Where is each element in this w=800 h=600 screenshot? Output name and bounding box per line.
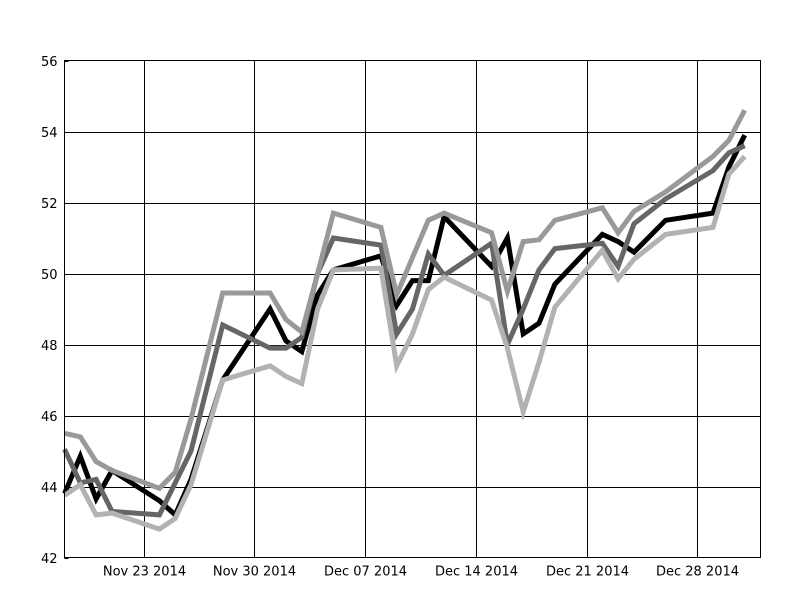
y-tick-label: 42: [41, 552, 58, 567]
series-group: [62, 109, 747, 532]
y-tick-label: 46: [41, 410, 58, 425]
y-tick-label: 50: [41, 268, 58, 283]
y-tick-label: 54: [41, 126, 58, 141]
series-line-2: [62, 143, 746, 518]
x-tick-label: Dec 14 2014: [435, 565, 518, 580]
plot-frame: [64, 60, 761, 558]
x-tick-label: Dec 28 2014: [656, 565, 739, 580]
y-tick-label: 48: [41, 339, 58, 354]
y-tick-label: 44: [41, 481, 58, 496]
y-axis: 42 44 46 48 50 52 54 56: [41, 55, 69, 567]
x-tick-label: Nov 30 2014: [213, 565, 296, 580]
x-tick-label: Dec 07 2014: [324, 565, 407, 580]
grid: [64, 60, 761, 558]
x-tick-label: Nov 23 2014: [103, 565, 186, 580]
x-axis: Nov 23 2014 Nov 30 2014 Dec 07 2014 Dec 14 …: [103, 553, 739, 580]
series-line-1: [62, 133, 747, 520]
series-line-3: [63, 109, 747, 492]
y-tick-label: 56: [41, 55, 58, 70]
series-line-4: [63, 154, 747, 532]
y-tick-label: 52: [41, 197, 58, 212]
x-tick-label: Dec 21 2014: [546, 565, 629, 580]
